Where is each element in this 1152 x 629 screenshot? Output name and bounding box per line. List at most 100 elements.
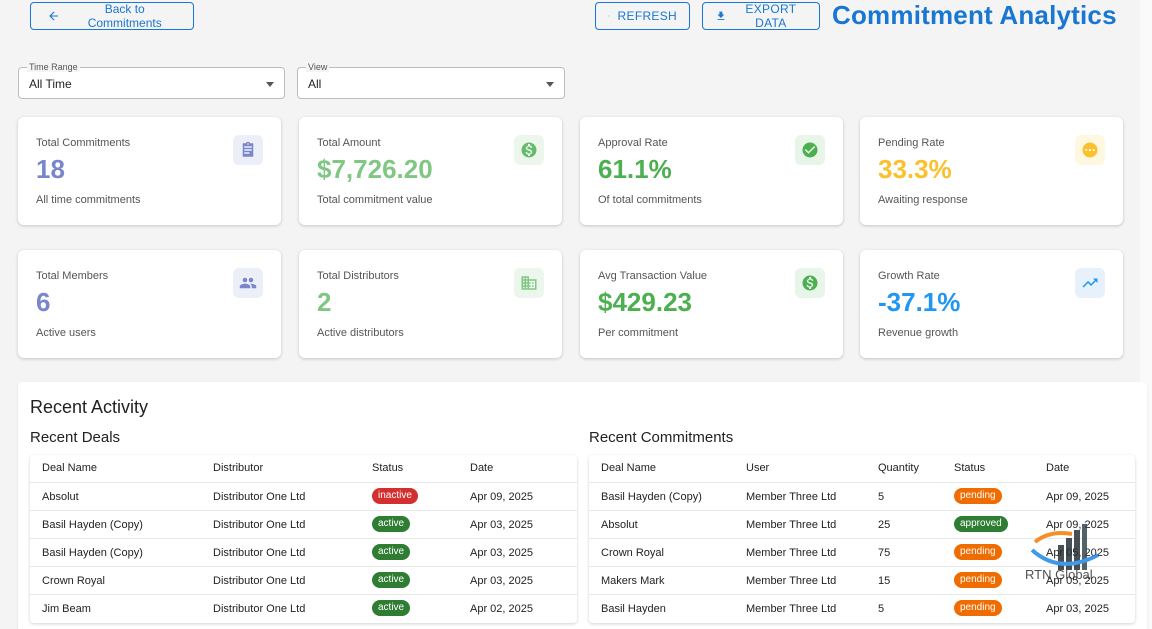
table-cell-distributor: Distributor One Ltd bbox=[213, 547, 306, 559]
card-subtitle: All time commitments bbox=[36, 194, 141, 206]
card-subtitle: Per commitment bbox=[598, 327, 679, 339]
pending-icon bbox=[1082, 142, 1098, 158]
refresh-icon bbox=[608, 15, 610, 17]
table-row[interactable]: Basil Hayden (Copy) Distributor One Ltd ac… bbox=[30, 511, 577, 539]
view-value: All bbox=[308, 77, 322, 91]
table-cell-deal: Absolut bbox=[42, 491, 79, 503]
card-icon-box bbox=[514, 135, 544, 165]
stat-card: Growth Rate -37.1% Revenue growth bbox=[860, 250, 1123, 358]
column-header[interactable]: Date bbox=[1046, 462, 1070, 474]
export-data-button[interactable]: Export Data bbox=[702, 2, 820, 30]
table-row[interactable]: Absolut Member Three Ltd 25 approved Apr 09,… bbox=[589, 511, 1135, 539]
trending-up-icon bbox=[1082, 278, 1098, 288]
view-select[interactable]: View All bbox=[297, 62, 565, 99]
table-cell-qty: 25 bbox=[878, 519, 891, 531]
table-cell-date: Apr 09, 2025 bbox=[470, 491, 533, 503]
card-icon-box bbox=[233, 135, 263, 165]
arrow-left-icon bbox=[49, 11, 59, 21]
building-icon bbox=[521, 276, 537, 290]
table-cell-qty: 5 bbox=[878, 603, 885, 615]
status-cell: pending bbox=[954, 544, 1002, 560]
refresh-label: Refresh bbox=[617, 9, 677, 23]
column-header[interactable]: Status bbox=[372, 462, 404, 474]
table-header-row: Deal Name Distributor Status Date bbox=[30, 455, 577, 483]
table-row[interactable]: Jim Beam Distributor One Ltd active Apr 02,… bbox=[30, 595, 577, 623]
table-cell-deal: Crown Royal bbox=[42, 575, 105, 587]
table-cell-deal: Basil Hayden bbox=[601, 603, 666, 615]
table-row[interactable]: Basil Hayden Member Three Ltd 5 pending Apr … bbox=[589, 595, 1135, 623]
recent-commitments-table: Deal Name User Quantity Status Date Basil Hay… bbox=[589, 455, 1135, 623]
card-icon-box bbox=[514, 268, 544, 298]
status-cell: active bbox=[372, 572, 411, 588]
card-value: $7,726.20 bbox=[317, 154, 433, 184]
table-cell-date: Apr 03, 2025 bbox=[1046, 603, 1109, 615]
recent-commitments-title: Recent Commitments bbox=[589, 429, 734, 446]
table-cell-date: Apr 03, 2025 bbox=[470, 547, 533, 559]
card-value: 18 bbox=[36, 154, 65, 184]
time-range-value: All Time bbox=[29, 77, 72, 91]
table-cell-deal: Jim Beam bbox=[42, 603, 91, 615]
rtn-logo-icon bbox=[1030, 524, 1099, 570]
table-cell-user: Member Three Ltd bbox=[746, 491, 837, 503]
table-cell-qty: 5 bbox=[878, 491, 885, 503]
table-cell-date: Apr 03, 2025 bbox=[470, 575, 533, 587]
stat-card: Total Amount $7,726.20 Total commitment va… bbox=[299, 117, 562, 225]
status-cell: active bbox=[372, 600, 411, 616]
stat-card: Total Members 6 Active users bbox=[18, 250, 281, 358]
stat-card: Total Distributors 2 Active distributors bbox=[299, 250, 562, 358]
caret-down-icon bbox=[266, 82, 274, 87]
back-to-commitments-button[interactable]: Back to Commitments bbox=[30, 2, 194, 30]
table-row[interactable]: Makers Mark Member Three Ltd 15 pending Apr … bbox=[589, 567, 1135, 595]
column-header[interactable]: Date bbox=[470, 462, 494, 474]
dollar-icon bbox=[521, 142, 537, 158]
card-subtitle: Total commitment value bbox=[317, 194, 433, 206]
column-header[interactable]: Distributor bbox=[213, 462, 264, 474]
time-range-label: Time Range bbox=[27, 62, 80, 72]
card-value: 33.3% bbox=[878, 154, 952, 184]
table-cell-user: Member Three Ltd bbox=[746, 519, 837, 531]
column-header[interactable]: User bbox=[746, 462, 770, 474]
card-subtitle: Active distributors bbox=[317, 327, 404, 339]
status-badge: pending bbox=[954, 600, 1002, 616]
stat-card: Pending Rate 33.3% Awaiting response bbox=[860, 117, 1123, 225]
table-cell-qty: 15 bbox=[878, 575, 891, 587]
table-cell-deal: Crown Royal bbox=[601, 547, 664, 559]
status-badge: active bbox=[372, 516, 411, 532]
table-row[interactable]: Absolut Distributor One Ltd inactive Apr 09… bbox=[30, 483, 577, 511]
export-label: Export Data bbox=[745, 2, 797, 30]
clipboard-icon bbox=[242, 141, 254, 157]
table-row[interactable]: Crown Royal Distributor One Ltd active Apr … bbox=[30, 567, 577, 595]
column-header[interactable]: Deal Name bbox=[42, 462, 98, 474]
status-cell: pending bbox=[954, 488, 1002, 504]
status-badge: pending bbox=[954, 572, 1002, 588]
view-label: View bbox=[306, 62, 330, 72]
recent-activity-panel: Recent Activity Recent Deals Recent Comm… bbox=[18, 382, 1147, 629]
table-row[interactable]: Basil Hayden (Copy) Member Three Ltd 5 pend… bbox=[589, 483, 1135, 511]
card-title: Total Amount bbox=[317, 137, 381, 149]
status-badge: active bbox=[372, 600, 411, 616]
column-header[interactable]: Quantity bbox=[878, 462, 919, 474]
status-cell: pending bbox=[954, 572, 1002, 588]
status-badge: approved bbox=[954, 516, 1008, 532]
table-cell-date: Apr 02, 2025 bbox=[470, 603, 533, 615]
column-header[interactable]: Status bbox=[954, 462, 986, 474]
card-title: Approval Rate bbox=[598, 137, 668, 149]
table-cell-user: Member Three Ltd bbox=[746, 547, 837, 559]
card-value: -37.1% bbox=[878, 287, 961, 317]
check-circle-icon bbox=[802, 142, 818, 158]
refresh-button[interactable]: Refresh bbox=[595, 2, 690, 30]
time-range-select[interactable]: Time Range All Time bbox=[18, 62, 285, 99]
table-cell-deal: Basil Hayden (Copy) bbox=[42, 547, 143, 559]
card-value: 61.1% bbox=[598, 154, 672, 184]
caret-down-icon bbox=[546, 82, 554, 87]
card-icon-box bbox=[1075, 135, 1105, 165]
column-header[interactable]: Deal Name bbox=[601, 462, 657, 474]
table-cell-deal: Basil Hayden (Copy) bbox=[601, 491, 702, 503]
status-badge: pending bbox=[954, 544, 1002, 560]
card-title: Pending Rate bbox=[878, 137, 945, 149]
recent-deals-table: Deal Name Distributor Status Date Absolut Dis… bbox=[30, 455, 577, 623]
stat-card: Avg Transaction Value $429.23 Per commitme… bbox=[580, 250, 843, 358]
back-label: Back to Commitments bbox=[87, 2, 162, 30]
card-icon-box bbox=[1075, 268, 1105, 298]
table-row[interactable]: Basil Hayden (Copy) Distributor One Ltd ac… bbox=[30, 539, 577, 567]
